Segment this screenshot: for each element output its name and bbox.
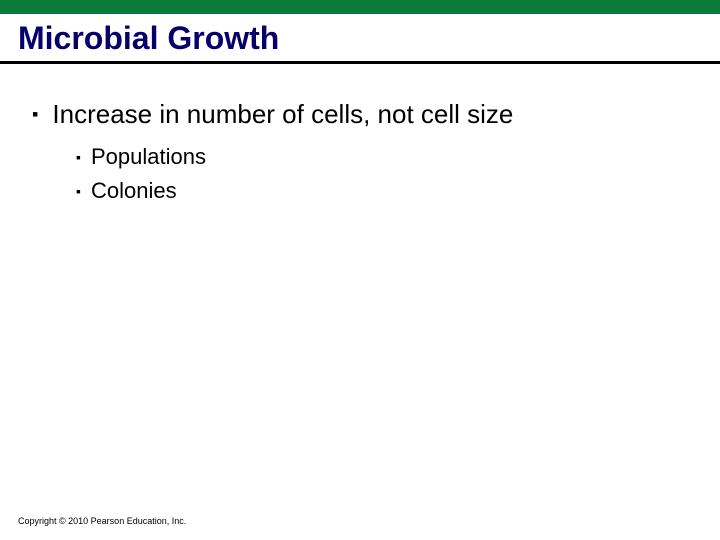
bullet-mark-icon: ▪ (32, 98, 38, 130)
bullet-text: Colonies (91, 178, 177, 204)
slide-content: ▪ Increase in number of cells, not cell … (0, 64, 720, 204)
bullet-text: Populations (91, 144, 206, 170)
bullet-level2: ▪ Populations (76, 144, 720, 170)
bullet-mark-icon: ▪ (76, 144, 81, 170)
bullet-text: Increase in number of cells, not cell si… (52, 98, 513, 130)
bullet-level1: ▪ Increase in number of cells, not cell … (32, 98, 720, 130)
bullet-level2: ▪ Colonies (76, 178, 720, 204)
slide-title: Microbial Growth (0, 14, 720, 61)
bullet-mark-icon: ▪ (76, 178, 81, 204)
copyright-footer: Copyright © 2010 Pearson Education, Inc. (18, 516, 186, 526)
top-accent-bar (0, 0, 720, 14)
